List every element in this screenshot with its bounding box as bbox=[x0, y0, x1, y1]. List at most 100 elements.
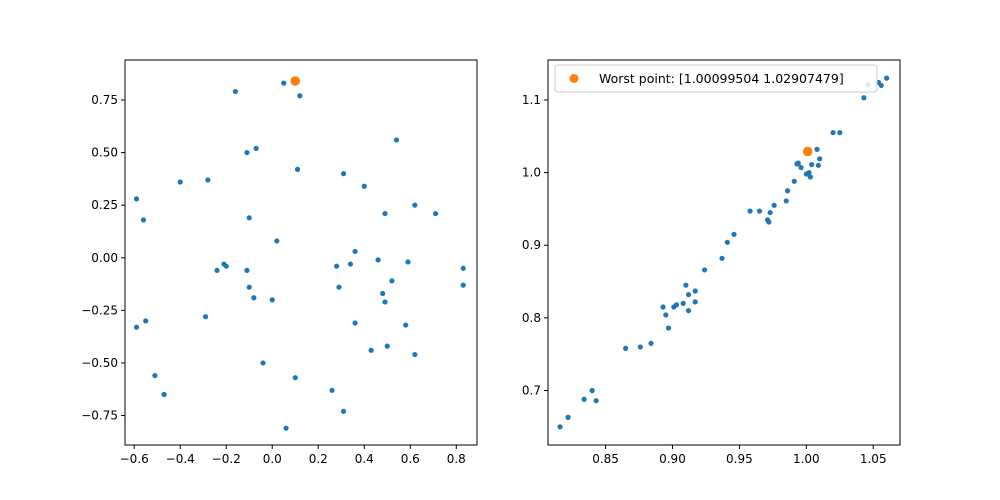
x-tick-label: 0.90 bbox=[659, 452, 686, 466]
data-point bbox=[334, 263, 340, 269]
x-tick-label: 0.95 bbox=[726, 452, 753, 466]
data-point bbox=[223, 263, 229, 269]
data-point bbox=[767, 209, 773, 216]
data-point bbox=[683, 282, 689, 288]
data-point bbox=[784, 188, 791, 194]
data-point bbox=[368, 347, 374, 353]
data-point bbox=[814, 146, 820, 152]
x-tick-label: −0.6 bbox=[120, 452, 149, 466]
x-tick-label: −0.2 bbox=[212, 452, 241, 466]
x-tick-label: 0.4 bbox=[355, 452, 374, 466]
data-point bbox=[251, 295, 257, 301]
data-point bbox=[756, 208, 763, 214]
data-point bbox=[412, 202, 418, 208]
left-scatter-points bbox=[133, 76, 466, 431]
data-point bbox=[405, 259, 411, 265]
y-tick-label: −0.25 bbox=[81, 303, 118, 317]
y-tick-label: 1.1 bbox=[522, 93, 541, 107]
data-point bbox=[637, 344, 643, 350]
data-point bbox=[798, 164, 804, 171]
data-point bbox=[673, 302, 680, 308]
data-point bbox=[297, 93, 303, 99]
data-point bbox=[283, 425, 289, 431]
y-tick-label: −0.50 bbox=[81, 356, 118, 370]
y-tick-label: 0.9 bbox=[522, 238, 541, 252]
worst-point-marker bbox=[802, 146, 813, 157]
data-point bbox=[143, 318, 149, 324]
data-point bbox=[460, 282, 466, 288]
data-point bbox=[382, 299, 388, 305]
data-point bbox=[253, 145, 259, 151]
y-tick-label: 0.25 bbox=[91, 198, 118, 212]
data-point bbox=[393, 137, 400, 143]
data-point bbox=[460, 265, 466, 271]
data-point bbox=[557, 424, 563, 430]
data-point bbox=[133, 196, 140, 202]
data-point bbox=[685, 308, 692, 314]
data-point bbox=[384, 343, 390, 349]
worst-point-marker bbox=[290, 76, 301, 86]
data-point bbox=[412, 351, 418, 358]
x-tick-label: 0.6 bbox=[401, 452, 420, 466]
legend-marker-worst-point bbox=[569, 74, 579, 83]
data-point bbox=[246, 215, 252, 221]
data-point bbox=[581, 396, 587, 402]
data-point bbox=[375, 257, 381, 263]
y-tick-label: 0.8 bbox=[522, 311, 541, 325]
data-point bbox=[336, 284, 342, 290]
y-tick-label: 0.7 bbox=[522, 384, 541, 398]
x-tick-label: 1.00 bbox=[793, 452, 820, 466]
data-point bbox=[340, 408, 347, 414]
data-point bbox=[692, 299, 698, 305]
data-point bbox=[783, 198, 789, 204]
data-point bbox=[205, 177, 211, 183]
data-point bbox=[830, 130, 836, 136]
data-point bbox=[214, 267, 220, 273]
data-point bbox=[724, 239, 730, 245]
data-point bbox=[663, 312, 669, 318]
left-plot-frame bbox=[124, 59, 478, 446]
data-point bbox=[260, 360, 266, 366]
data-point bbox=[665, 325, 672, 331]
data-point bbox=[791, 178, 797, 184]
data-point bbox=[177, 179, 183, 185]
legend-box bbox=[554, 64, 878, 93]
data-point bbox=[837, 130, 843, 136]
data-point bbox=[795, 160, 801, 166]
data-point bbox=[648, 340, 654, 346]
data-point bbox=[432, 210, 439, 217]
x-tick-label: 0.0 bbox=[263, 452, 282, 466]
right-y-axis: 0.7 0.8 0.9 1.0 1.1 bbox=[522, 93, 548, 398]
data-point bbox=[294, 166, 301, 172]
data-point bbox=[589, 387, 595, 394]
data-point bbox=[766, 219, 772, 225]
data-point bbox=[382, 210, 388, 217]
x-tick-label: −0.4 bbox=[166, 452, 195, 466]
data-point bbox=[565, 414, 571, 420]
data-point bbox=[815, 162, 821, 168]
x-tick-label: 0.2 bbox=[309, 452, 328, 466]
y-tick-label: 0.50 bbox=[91, 146, 118, 160]
legend: Worst point: [1.00099504 1.02907479] bbox=[554, 64, 878, 93]
data-point bbox=[352, 320, 358, 326]
left-x-axis: −0.6 −0.4 −0.2 0.0 0.2 0.4 0.6 0.8 bbox=[120, 445, 466, 466]
y-tick-label: 0.00 bbox=[91, 251, 118, 265]
y-tick-label: 0.75 bbox=[91, 93, 118, 107]
left-scatter-panel: −0.6 −0.4 −0.2 0.0 0.2 0.4 0.6 0.8 −0.75−0.50−0… bbox=[81, 59, 478, 466]
x-tick-label: 1.05 bbox=[860, 452, 887, 466]
data-point bbox=[623, 345, 629, 351]
data-point bbox=[389, 278, 395, 284]
data-point bbox=[884, 75, 890, 81]
data-point bbox=[232, 88, 239, 95]
data-point bbox=[202, 314, 209, 320]
y-tick-label: 1.0 bbox=[522, 166, 541, 180]
data-point bbox=[246, 284, 252, 290]
data-point bbox=[692, 288, 698, 294]
data-point bbox=[809, 162, 815, 168]
data-point bbox=[244, 267, 250, 273]
data-point bbox=[292, 375, 298, 381]
data-point bbox=[161, 391, 167, 398]
data-point bbox=[274, 238, 280, 244]
x-tick-label: 0.85 bbox=[592, 452, 619, 466]
